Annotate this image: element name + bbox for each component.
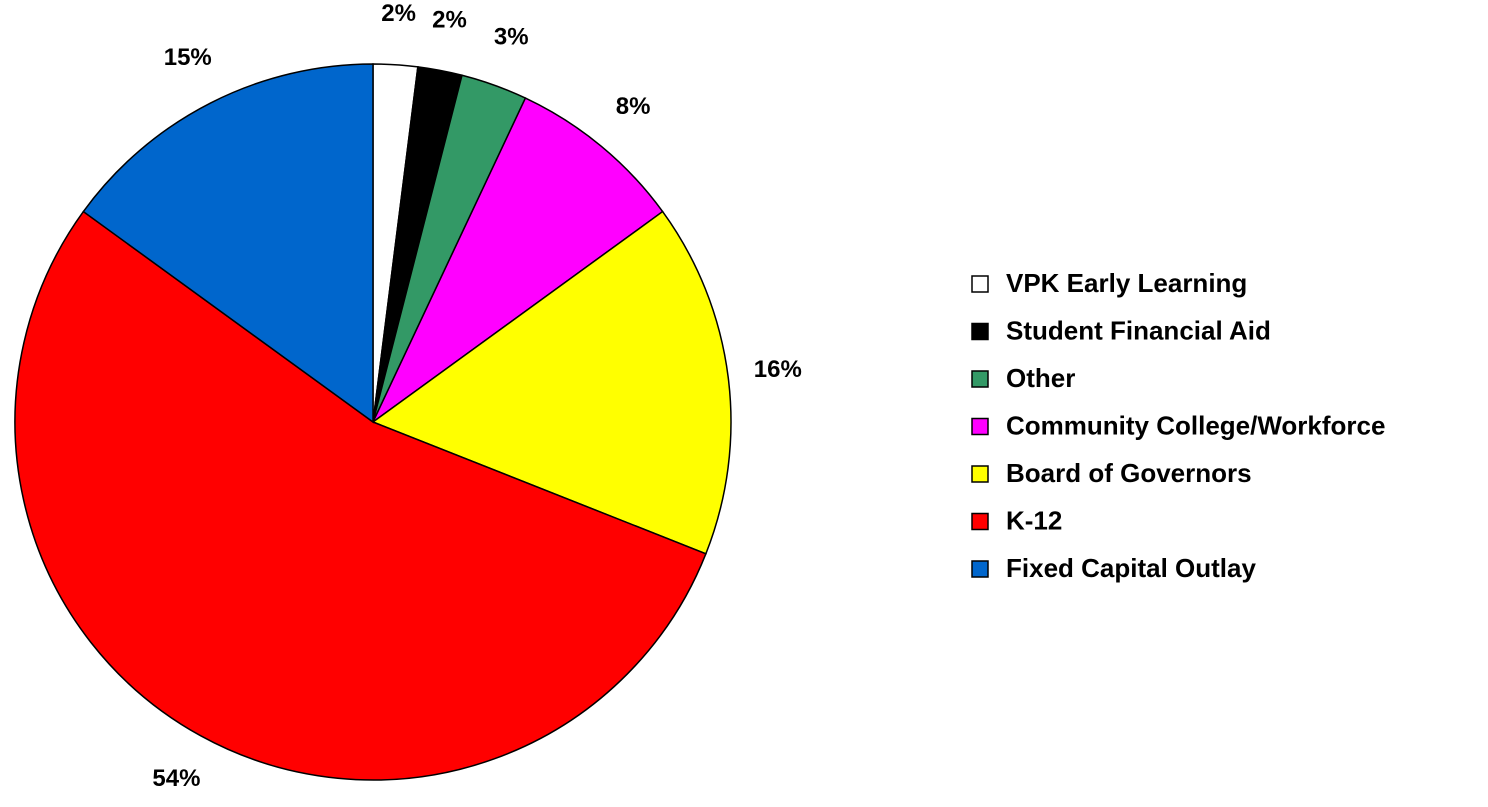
pie-slice [82, 63, 374, 424]
legend-swatch [971, 417, 989, 436]
legend-label: Community College/Workforce [1006, 410, 1385, 440]
legend-label: K-12 [1006, 505, 1062, 535]
data-label: 54% [152, 765, 200, 792]
legend-swatch [971, 275, 989, 293]
legend-swatch [971, 512, 989, 531]
data-label: 15% [164, 44, 212, 71]
legend-label: Student Financial Aid [1006, 315, 1271, 345]
data-label: 2% [432, 7, 467, 34]
legend-swatch [971, 560, 989, 578]
data-label: 2% [381, 0, 416, 27]
legend-swatch [971, 465, 989, 483]
pie-slice [14, 210, 707, 781]
legend-label: Fixed Capital Outlay [1006, 553, 1256, 583]
pie-slice [372, 97, 664, 423]
legend-label: Board of Governors [1006, 458, 1252, 488]
legend-swatch [971, 322, 989, 341]
pie-slice [371, 210, 732, 555]
legend-label: Other [1006, 363, 1075, 393]
legend-swatch [971, 370, 989, 388]
legend-label: VPK Early Learning [1006, 268, 1247, 298]
data-label: 16% [754, 356, 802, 383]
data-label: 8% [616, 93, 651, 120]
data-label: 3% [494, 23, 529, 50]
